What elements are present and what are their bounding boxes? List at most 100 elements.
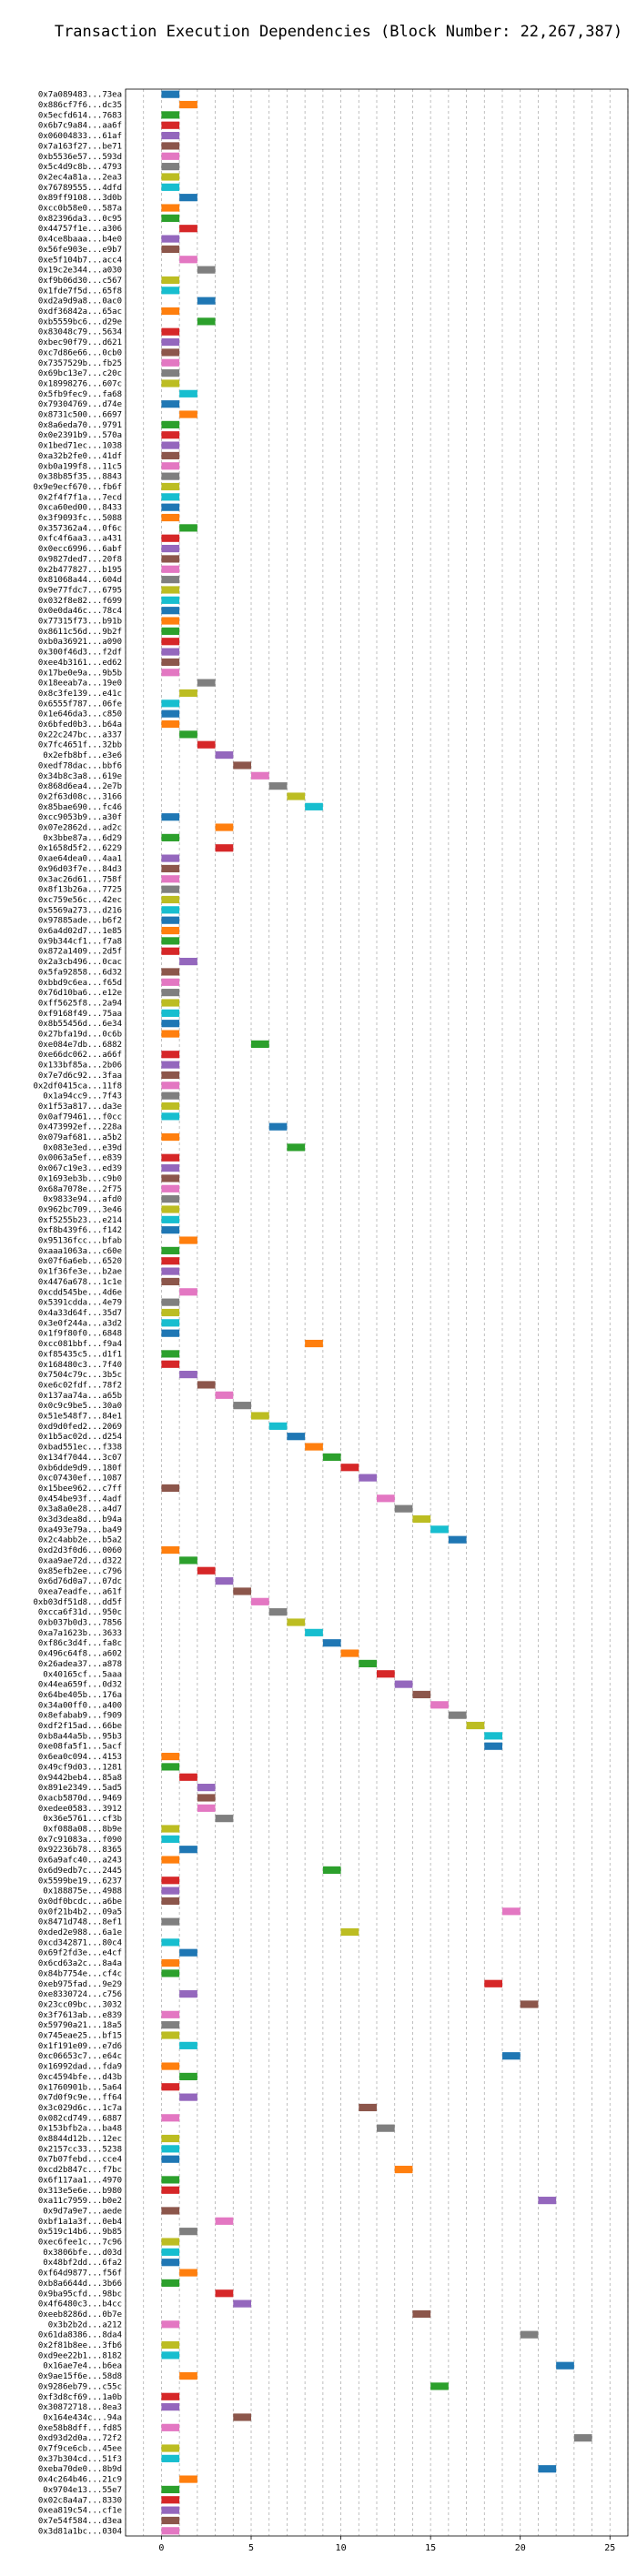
tx-bar [322,1453,341,1461]
y-tick-label: 0xc07430ef...1087 [38,1474,122,1484]
tx-bar [197,297,216,305]
tx-bar [215,2217,234,2225]
tx-bar [161,1184,180,1192]
y-tick-label: 0xf8b439f6...f142 [38,1226,122,1235]
tx-bar [161,1319,180,1327]
y-tick-label: 0x3c029d6c...1c7a [38,2104,122,2113]
x-tick-label: 5 [248,2543,254,2553]
tx-bar [161,1752,180,1761]
tx-bar [215,1815,234,1823]
y-tick-label: 0xf64d9877...f56f [38,2269,122,2279]
tx-bar [161,90,180,98]
y-tick-label: 0x69f2fd3e...e4cf [38,1949,122,1958]
tx-bar [161,2485,180,2494]
y-tick-label: 0xe084e7db...6882 [38,1041,122,1050]
tx-bar [197,1381,216,1389]
y-tick-label: 0x8f13b26a...7725 [38,886,122,895]
y-tick-label: 0x7e54f584...d3ea [38,2517,122,2526]
tx-bar [161,379,180,387]
tx-bar [161,1215,180,1223]
tx-bar [305,1443,323,1451]
tx-bar [161,472,180,480]
tx-bar [161,2392,180,2400]
tx-bar [161,2031,180,2039]
y-tick-label: 0x85bae690...fc46 [38,803,122,812]
y-tick-label: 0x2f81b8ee...3fb6 [38,2341,122,2350]
tx-bar [161,1205,180,1213]
y-tick-labels: 0x7a089483...73ea0x886cf7f6...dc350x5ecf… [33,91,122,2537]
tx-bar [161,420,180,428]
tx-bar [161,1897,180,1906]
y-tick-label: 0x9704e13...55e7 [43,2486,122,2495]
y-tick-label: 0x4c264b46...21c9 [38,2476,122,2485]
tx-bar [538,2197,557,2205]
tx-bar [161,2021,180,2029]
y-tick-label: 0x7504c79c...3b5c [38,1371,122,1380]
y-tick-label: 0xf9b06d30...c567 [38,277,122,286]
tx-bar [161,287,180,295]
tx-bar [161,2083,180,2091]
y-tick-label: 0xacb5870d...9469 [38,1794,122,1803]
tx-bar [179,2269,197,2277]
y-tick-label: 0x9ae15f6e...58d8 [38,2372,122,2381]
y-tick-label: 0x9827ded7...20f8 [38,555,122,564]
y-tick-label: 0x07f6a6eb...6520 [38,1257,122,1266]
x-tick-label: 15 [425,2543,436,2553]
tx-bar [161,2238,180,2246]
y-tick-label: 0x9ba95cfd...98bc [38,2289,122,2299]
tx-bar [161,348,180,357]
y-tick-label: 0x2b477827...b195 [38,566,122,575]
tx-bar [161,2010,180,2018]
y-tick-label: 0x0f21b4b2...09a5 [38,1907,122,1917]
tx-bar [161,699,180,708]
tx-bar [161,245,180,254]
tx-bar [287,1433,306,1441]
tx-bar [322,1639,341,1647]
y-tick-label: 0xe08fa5f1...5acf [38,1743,122,1752]
y-tick-label: 0x8efabab9...f909 [38,1712,122,1721]
y-tick-label: 0xdf2f15ad...66be [38,1722,122,1731]
y-tick-label: 0xae64dea0...4aa1 [38,855,122,864]
y-tick-label: 0x7357529b...fb25 [38,359,122,368]
y-tick-label: 0x76789555...4dfd [38,184,122,193]
tx-bar [161,1092,180,1100]
y-tick-label: 0x9d7a9e7...aede [43,2207,122,2216]
tx-bar [161,2145,180,2153]
y-tick-label: 0x9b344cf1...f7a8 [38,937,122,946]
tx-bar [359,1474,377,1482]
tx-bar [161,1030,180,1038]
tx-bar [161,1329,180,1337]
tx-bar [394,1680,413,1688]
tx-bar [161,1484,180,1493]
y-tick-label: 0x891e2349...5ad5 [38,1784,122,1793]
y-tick-label: 0x96d03f7e...84d3 [38,865,122,874]
tx-bar [179,1773,197,1781]
y-tick-label: 0x56fe903e...e9b7 [38,246,122,255]
y-tick-label: 0x168480c3...7f40 [38,1361,122,1370]
y-tick-label: 0x067c19e3...ed39 [38,1164,122,1173]
tx-bar [161,111,180,119]
y-tick-label: 0x1b5ac02d...d254 [38,1433,122,1442]
y-tick-label: 0x3806bfe...d03d [43,2249,122,2258]
y-tick-label: 0x64be405b...176a [38,1691,122,1700]
y-tick-label: 0x083e3ed...e39d [43,1143,122,1152]
y-tick-label: 0xeeb8286d...0b7e [38,2310,122,2319]
tx-bar [251,1412,269,1420]
y-tick-label: 0x164e434c...94a [43,2413,122,2422]
tx-bar [161,2506,180,2514]
y-tick-label: 0x0063a5ef...e839 [38,1154,122,1163]
y-tick-label: 0x188875e...4988 [43,1887,122,1897]
tx-bar [161,1360,180,1368]
y-tick-label: 0x76d10ba6...e12e [38,989,122,998]
tx-bar [215,1391,234,1399]
y-tick-label: 0xf85435c5...d1f1 [38,1350,122,1359]
y-tick-label: 0x95136fcc...bfab [38,1237,122,1246]
tx-bar [430,1525,449,1534]
y-tick-label: 0xb6dde9d9...180f [38,1464,122,1473]
tx-bar [161,1856,180,1864]
y-tick-label: 0xb0a36921...a090 [38,638,122,647]
tx-bar [161,885,180,893]
y-tick-label: 0x3d3dea8d...b94a [38,1515,122,1524]
tx-bar [161,337,180,347]
y-tick-label: 0xbbd9c6ea...f65d [38,979,122,988]
